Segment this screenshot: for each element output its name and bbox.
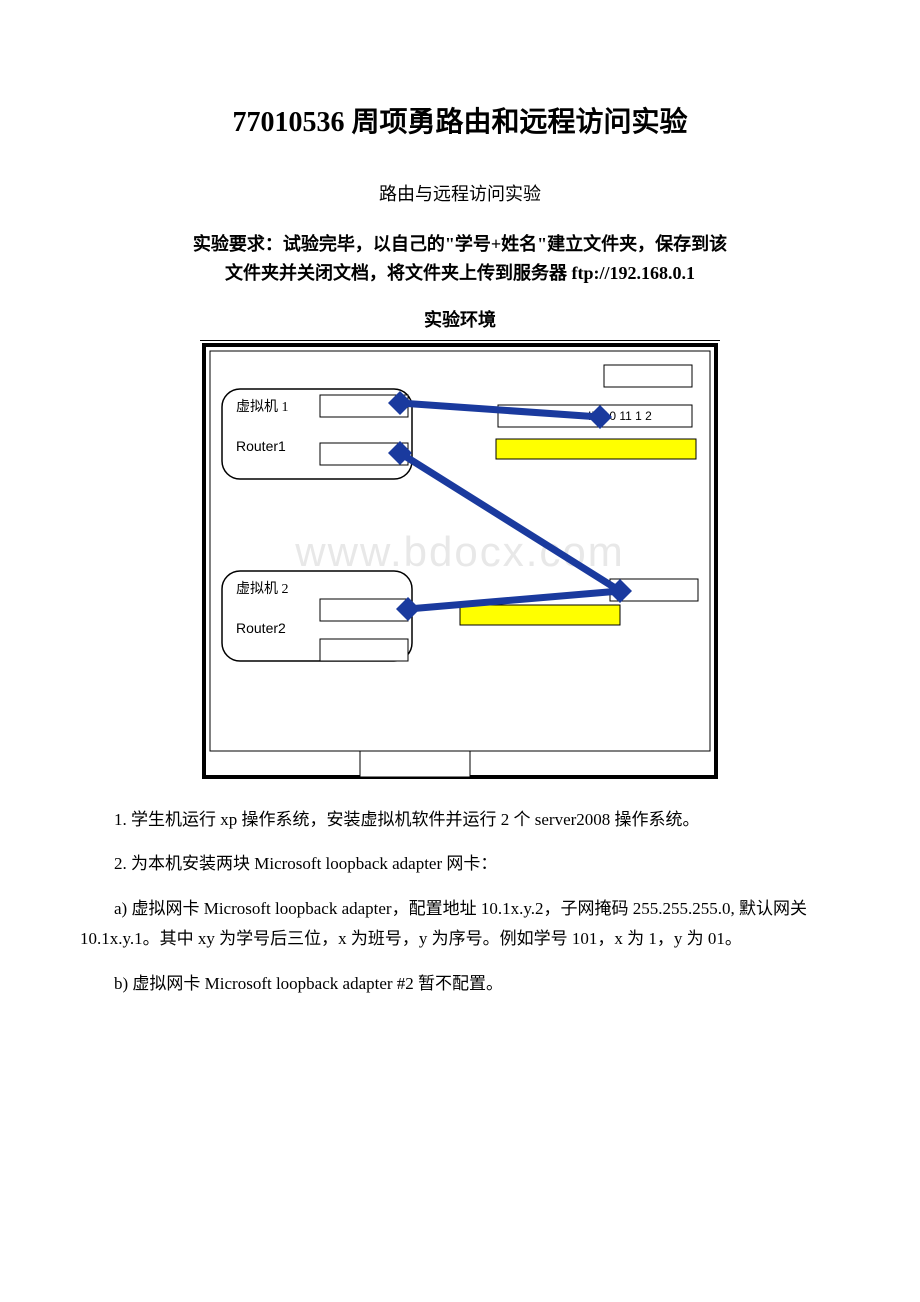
paragraph-2: 2. 为本机安装两块 Microsoft loopback adapter 网卡… <box>80 849 840 880</box>
paragraph-a: a) 虚拟网卡 Microsoft loopback adapter，配置地址 … <box>80 894 840 955</box>
page-title: 77010536 周项勇路由和远程访问实验 <box>80 100 840 140</box>
svg-text:虚拟机 1: 虚拟机 1 <box>236 399 289 415</box>
network-diagram: www.bdocx.com虚拟机 1Router1虚拟机 2Router2IP:… <box>200 341 720 781</box>
requirement-line2: 文件夹并关闭文档，将文件夹上传到服务器 ftp://192.168.0.1 <box>225 263 695 283</box>
requirement-label: 实验要求： <box>193 234 283 254</box>
paragraph-b: b) 虚拟网卡 Microsoft loopback adapter #2 暂不… <box>80 969 840 1000</box>
svg-text:www.bdocx.com: www.bdocx.com <box>294 528 624 575</box>
requirement-line1: 试验完毕，以自己的"学号+姓名"建立文件夹，保存到该 <box>283 234 727 254</box>
subtitle: 路由与远程访问实验 <box>80 180 840 206</box>
diagram-container: www.bdocx.com虚拟机 1Router1虚拟机 2Router2IP:… <box>200 340 720 781</box>
svg-text:Router1: Router1 <box>236 438 286 454</box>
svg-text:虚拟机 2: 虚拟机 2 <box>236 581 289 597</box>
svg-text:Router2: Router2 <box>236 620 286 636</box>
requirement-block: 实验要求：试验完毕，以自己的"学号+姓名"建立文件夹，保存到该 文件夹并关闭文档… <box>80 230 840 288</box>
environment-label: 实验环境 <box>80 306 840 332</box>
paragraph-1: 1. 学生机运行 xp 操作系统，安装虚拟机软件并运行 2 个 server20… <box>80 805 840 836</box>
